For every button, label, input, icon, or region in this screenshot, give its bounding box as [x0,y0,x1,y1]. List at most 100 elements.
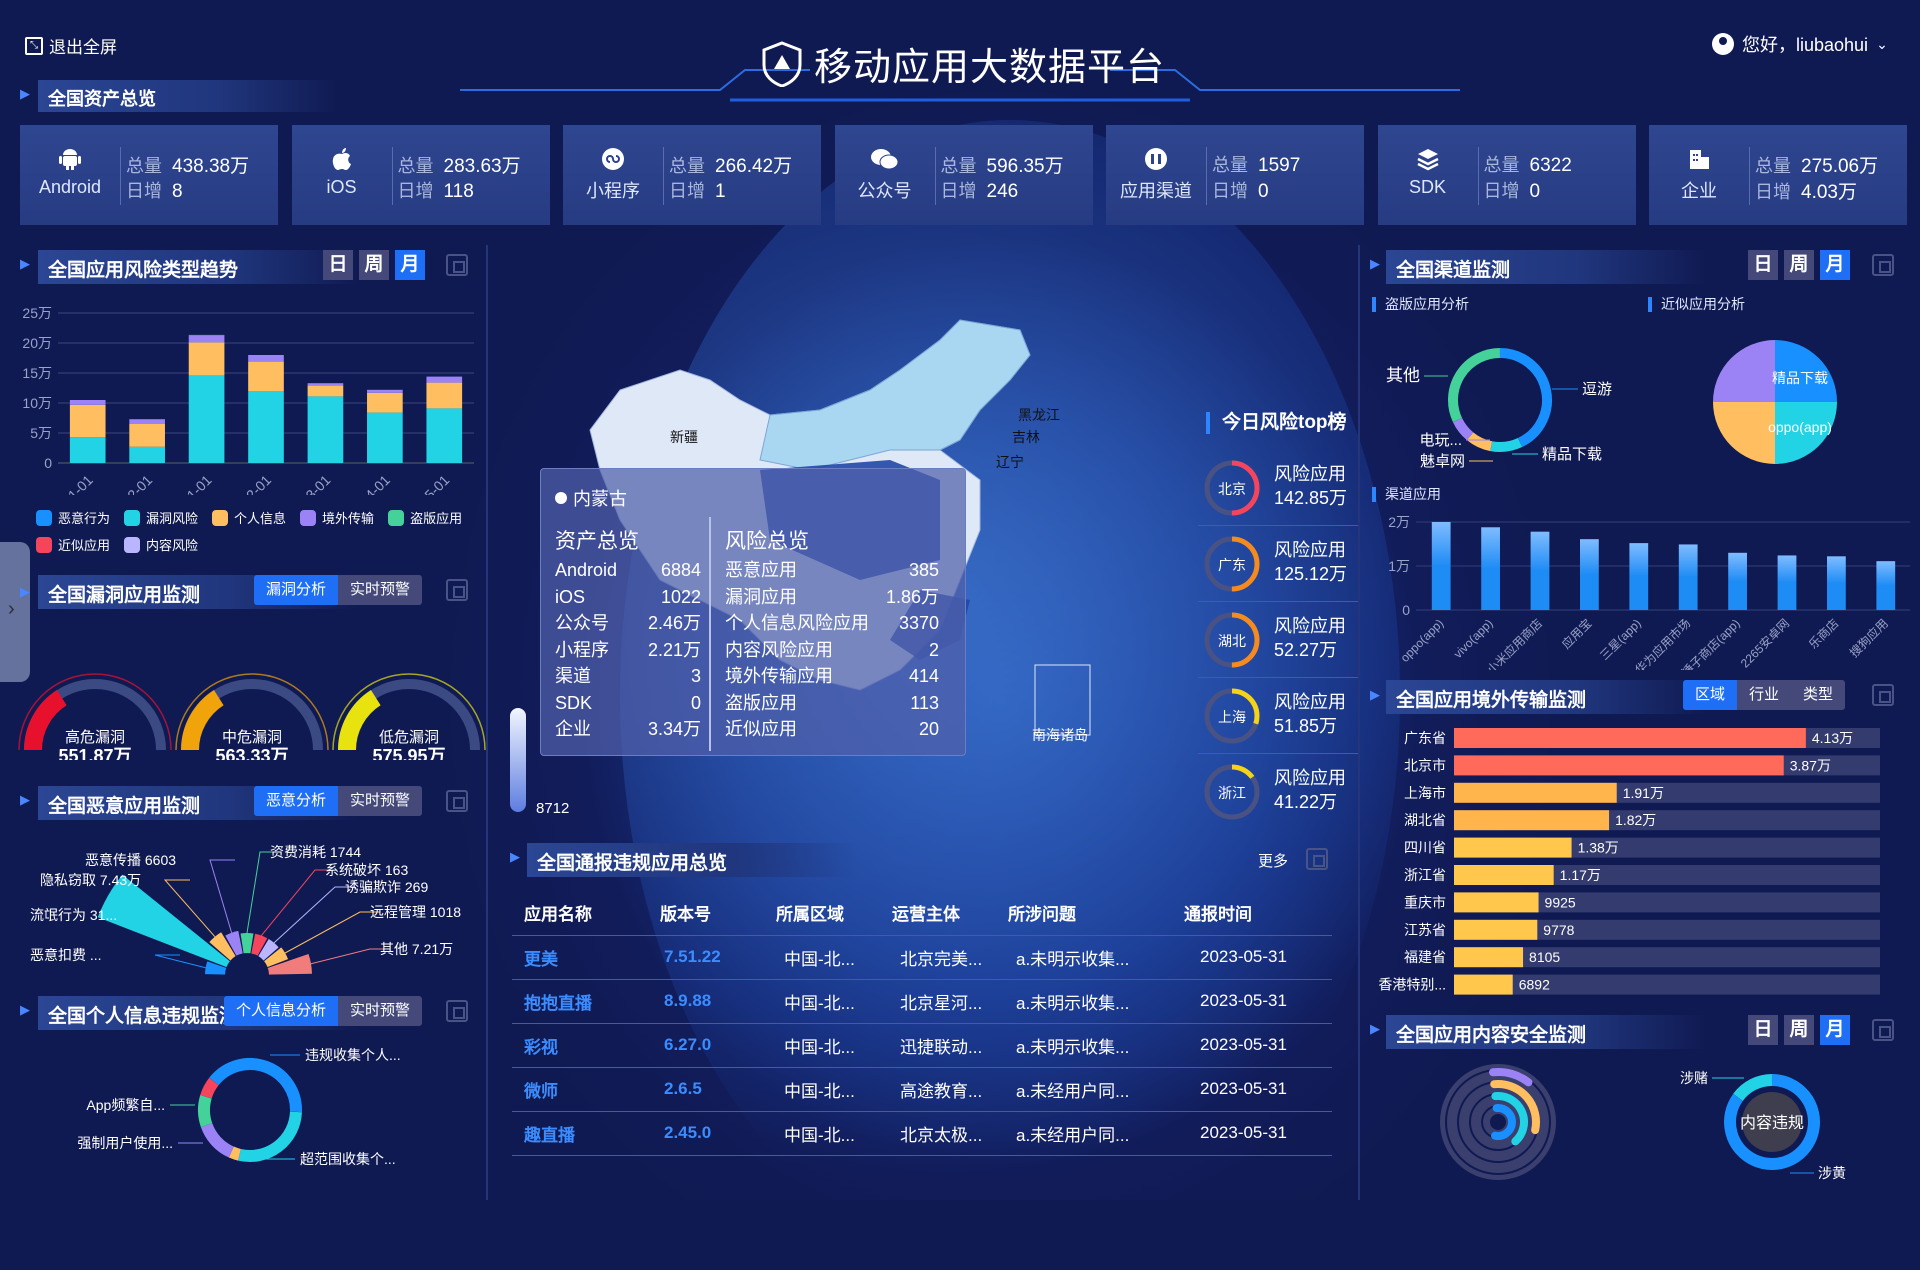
top-risk-item[interactable]: 广东 风险应用 125.12万 [1198,526,1358,602]
user-menu[interactable]: 您好，liubaohui ⌄ [1712,31,1888,57]
bar-value-label: 1.82万 [1615,812,1656,828]
x-tick-label: 2265安卓网 [1737,616,1792,670]
legend-item[interactable]: 个人信息 [212,508,286,527]
table-cell: 中国-北... [776,935,892,979]
period-tab[interactable]: 周 [1784,1015,1814,1045]
table-cell[interactable]: 彩视 [512,1023,660,1067]
divider [486,245,488,1200]
gauge-label: 低危漏洞 [379,729,439,746]
table-cell[interactable]: 微师 [512,1067,660,1111]
segment-tab[interactable]: 类型 [1791,680,1845,710]
segment-tab[interactable]: 实时预警 [338,575,422,605]
bar-segment [308,396,344,463]
fullscreen-icon[interactable] [446,579,468,601]
map-label: 新疆 [670,427,698,447]
top-risk-item[interactable]: 上海 风险应用 51.85万 [1198,678,1358,754]
risk-value: 142.85万 [1274,484,1347,510]
exit-fullscreen-button[interactable]: ⤡ 退出全屏 [25,33,117,58]
table-cell: 2023-05-31 [1184,1023,1332,1067]
x-tick-label: 三星(app) [1597,616,1644,663]
segment-tab[interactable]: 漏洞分析 [254,575,338,605]
table-cell: 中国-北... [776,1111,892,1155]
period-tab[interactable]: 月 [395,250,425,280]
cross-border-header: 全国应用境外传输监测 [1386,680,1706,714]
section-arrow-icon: ▶ [510,850,526,864]
apple-icon [292,147,392,176]
period-tab[interactable]: 日 [323,250,353,280]
legend-item[interactable]: 盗版应用 [388,508,462,527]
layers-icon [1378,147,1478,176]
fullscreen-icon[interactable] [1872,254,1894,276]
risk-label: 风险应用 [1274,764,1346,790]
bar-value-label: 9778 [1543,922,1574,938]
fullscreen-icon[interactable] [446,1000,468,1022]
map-scale-slider[interactable] [510,708,526,812]
period-tab[interactable]: 周 [359,250,389,280]
legend-swatch [300,510,316,526]
fullscreen-icon[interactable] [1872,1019,1894,1041]
table-cell: 中国-北... [776,1023,892,1067]
legend-item[interactable]: 境外传输 [300,508,374,527]
segment-tab[interactable]: 实时预警 [338,996,422,1026]
fullscreen-icon[interactable] [1872,684,1894,706]
segment-tab[interactable]: 行业 [1737,680,1791,710]
period-tab[interactable]: 周 [1784,250,1814,280]
table-cell: 6.27.0 [660,1023,776,1067]
fullscreen-icon[interactable] [1306,848,1328,870]
risk-label: 风险应用 [1274,460,1346,486]
segment-tab[interactable]: 恶意分析 [254,786,338,816]
table-cell[interactable]: 抱抱直播 [512,979,660,1023]
legend-item[interactable]: 恶意行为 [36,508,110,527]
table-cell[interactable]: 更美 [512,935,660,979]
legend-item[interactable]: 内容风险 [124,535,198,554]
segment-tab[interactable]: 实时预警 [338,786,422,816]
top-risk-item[interactable]: 浙江 风险应用 41.22万 [1198,754,1358,830]
y-tick-label: 上海市 [1404,785,1446,801]
table-cell: 迅捷联动... [892,1023,1008,1067]
period-tab[interactable]: 月 [1820,1015,1850,1045]
bar [1531,532,1550,610]
top-risk-item[interactable]: 湖北 风险应用 52.27万 [1198,602,1358,678]
period-tab[interactable]: 日 [1748,1015,1778,1045]
bar-segment [308,386,344,397]
period-tab[interactable]: 月 [1820,250,1850,280]
more-link[interactable]: 更多 [1258,850,1288,871]
segment-tab[interactable]: 区域 [1683,680,1737,710]
period-tab[interactable]: 日 [1748,250,1778,280]
bar-segment [308,383,344,385]
fullscreen-icon[interactable] [446,254,468,276]
cross-border-title: 全国应用境外传输监测 [1396,685,1586,712]
fullscreen-icon[interactable] [446,790,468,812]
top-risk-item[interactable]: 北京 风险应用 142.85万 [1198,450,1358,526]
y-tick-label: 香港特别... [1378,977,1446,993]
table-cell[interactable]: 趣直播 [512,1111,660,1155]
legend-item[interactable]: 近似应用 [36,535,110,554]
dot-icon [555,492,567,504]
segment-tab[interactable]: 个人信息分析 [224,996,338,1026]
y-tick-label: 广东省 [1404,730,1446,746]
legend-item[interactable]: 漏洞风险 [124,508,198,527]
radial-center [1490,1114,1506,1130]
